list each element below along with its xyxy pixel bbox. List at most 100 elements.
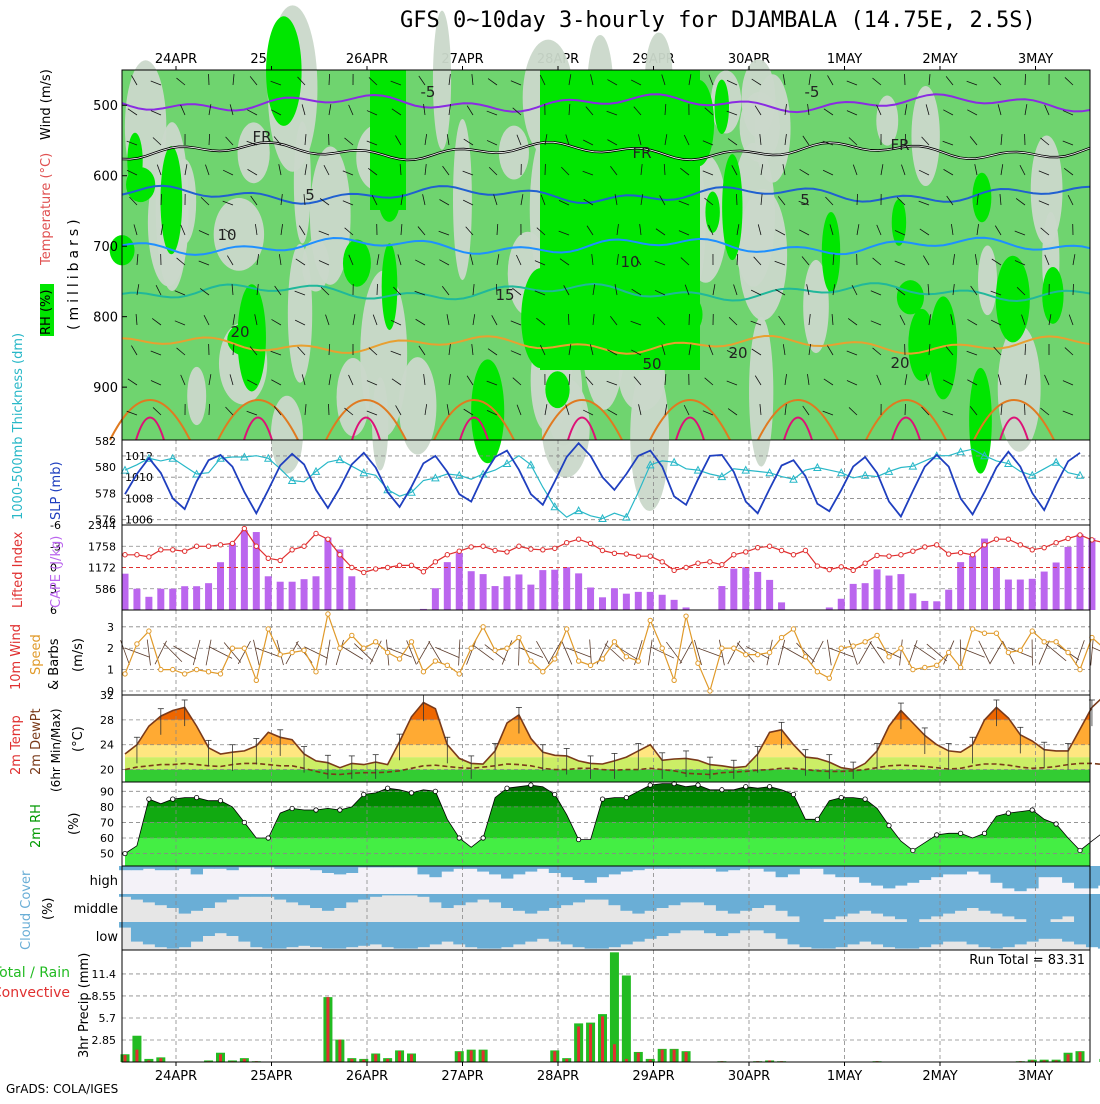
cloud-middle-bar (262, 894, 274, 897)
wind-barb (467, 640, 476, 664)
cape-bar (897, 574, 904, 610)
wind-speed-point (135, 642, 139, 646)
temp-band (122, 770, 1090, 782)
wind-speed-point (1054, 640, 1058, 644)
cloud-high-bar (131, 866, 143, 870)
wind-barb (979, 641, 990, 664)
wind-barb (812, 641, 824, 664)
cloud-low-bar (119, 922, 131, 928)
lifted-index-point (1018, 543, 1022, 547)
lifted-index-point (1042, 545, 1046, 549)
wind-barb (326, 640, 330, 666)
lifted-index-point (1078, 533, 1082, 537)
contour-label: 10 (620, 253, 639, 271)
contour-label: 5 (305, 186, 315, 204)
wind-barb (728, 641, 740, 664)
rh-point (815, 817, 819, 821)
lifted-index-point (767, 544, 771, 548)
cloud-middle-bar (155, 894, 167, 905)
rh-low-area (187, 367, 206, 425)
cloud-low-bar (155, 922, 167, 947)
rh-band (122, 807, 1090, 823)
temp-axis-label-1: 2m Temp (9, 715, 24, 775)
cape-bar (301, 579, 308, 610)
wind-barb (1091, 640, 1093, 666)
cloud-high-bar (155, 866, 167, 870)
cloud-low-bar (238, 922, 250, 942)
lifted-index-point (851, 568, 855, 572)
rh-point (648, 783, 652, 787)
wind-speed-point (553, 657, 557, 661)
lifted-index-point (1030, 548, 1034, 552)
lifted-index-point (839, 565, 843, 569)
cloud-low-bar (274, 922, 286, 949)
wind-barb (193, 640, 200, 665)
rh-point (457, 836, 461, 840)
cloud-low-bar (668, 922, 680, 933)
lifted-index-point (290, 548, 294, 552)
lifted-index-point (505, 550, 509, 554)
rh-point (791, 792, 795, 796)
cloud-low-bar (990, 922, 1002, 949)
wind-speed-point (206, 670, 210, 674)
wind-barb (909, 640, 918, 665)
wind-speed-point (457, 672, 461, 676)
lifted-index-point (779, 548, 783, 552)
rh-point (767, 784, 771, 788)
wind-speed-point (755, 652, 759, 656)
cloud-middle-bar (955, 894, 967, 911)
wind-barb (387, 648, 411, 657)
rh-point (218, 798, 222, 802)
cloud-middle-bar (644, 894, 656, 911)
cloud-high-bar (310, 866, 322, 870)
rh-point (242, 820, 246, 824)
rh-point (481, 836, 485, 840)
cloud-low-bar (799, 922, 811, 947)
cloud-middle-bar (907, 894, 919, 922)
cape-bar (336, 549, 343, 610)
wind-speed-point (923, 665, 927, 669)
lifted-index-point (230, 541, 234, 545)
cloud-middle-bar (286, 894, 298, 902)
wind-speed-point (696, 661, 700, 665)
wind-barb (459, 640, 460, 666)
cape-bar (480, 574, 487, 610)
precip-convective-bar (159, 1058, 162, 1062)
wind-speed-point (612, 640, 616, 644)
cape-bar (229, 543, 236, 610)
temp-tick: 32 (100, 689, 114, 702)
rh-low-area (630, 362, 669, 512)
cloud-low-bar (346, 922, 358, 947)
lifted-index-point (278, 558, 282, 562)
cloud-low-bar (847, 922, 859, 944)
cloud-middle-bar (549, 894, 561, 908)
cloud-middle-bar (573, 894, 585, 902)
cloud-high-bar (226, 866, 238, 870)
lifted-index-point (564, 541, 568, 545)
rh-label: RH (%) (39, 290, 54, 335)
lifted-index-point (970, 553, 974, 557)
cloud-middle-bar (167, 894, 179, 908)
lifted-index-point (576, 537, 580, 541)
precip-total-bar (622, 975, 631, 1062)
cape-tick: 1758 (88, 540, 116, 553)
cloud-middle-bar (1038, 894, 1050, 922)
date-label-bottom: 24APR (155, 1069, 197, 1084)
wind-speed-point (935, 663, 939, 667)
wind-tick: 3 (107, 621, 114, 634)
lifted-index-point (409, 563, 413, 567)
cloud-low-bar (358, 922, 370, 946)
cape-bar (575, 573, 582, 610)
rh-point (863, 797, 867, 801)
cape-bar (647, 592, 654, 610)
wind-speed-point (672, 678, 676, 682)
cloud-middle-bar (406, 894, 418, 895)
lifted-axis-label: Lifted Index (11, 531, 26, 608)
cape-bar (981, 539, 988, 610)
wind-barb (206, 640, 211, 666)
wind-speed-point (946, 650, 950, 654)
cloud-high-bar (513, 866, 525, 874)
cloud-high-bar (728, 866, 740, 870)
wind-speed-point (636, 659, 640, 663)
